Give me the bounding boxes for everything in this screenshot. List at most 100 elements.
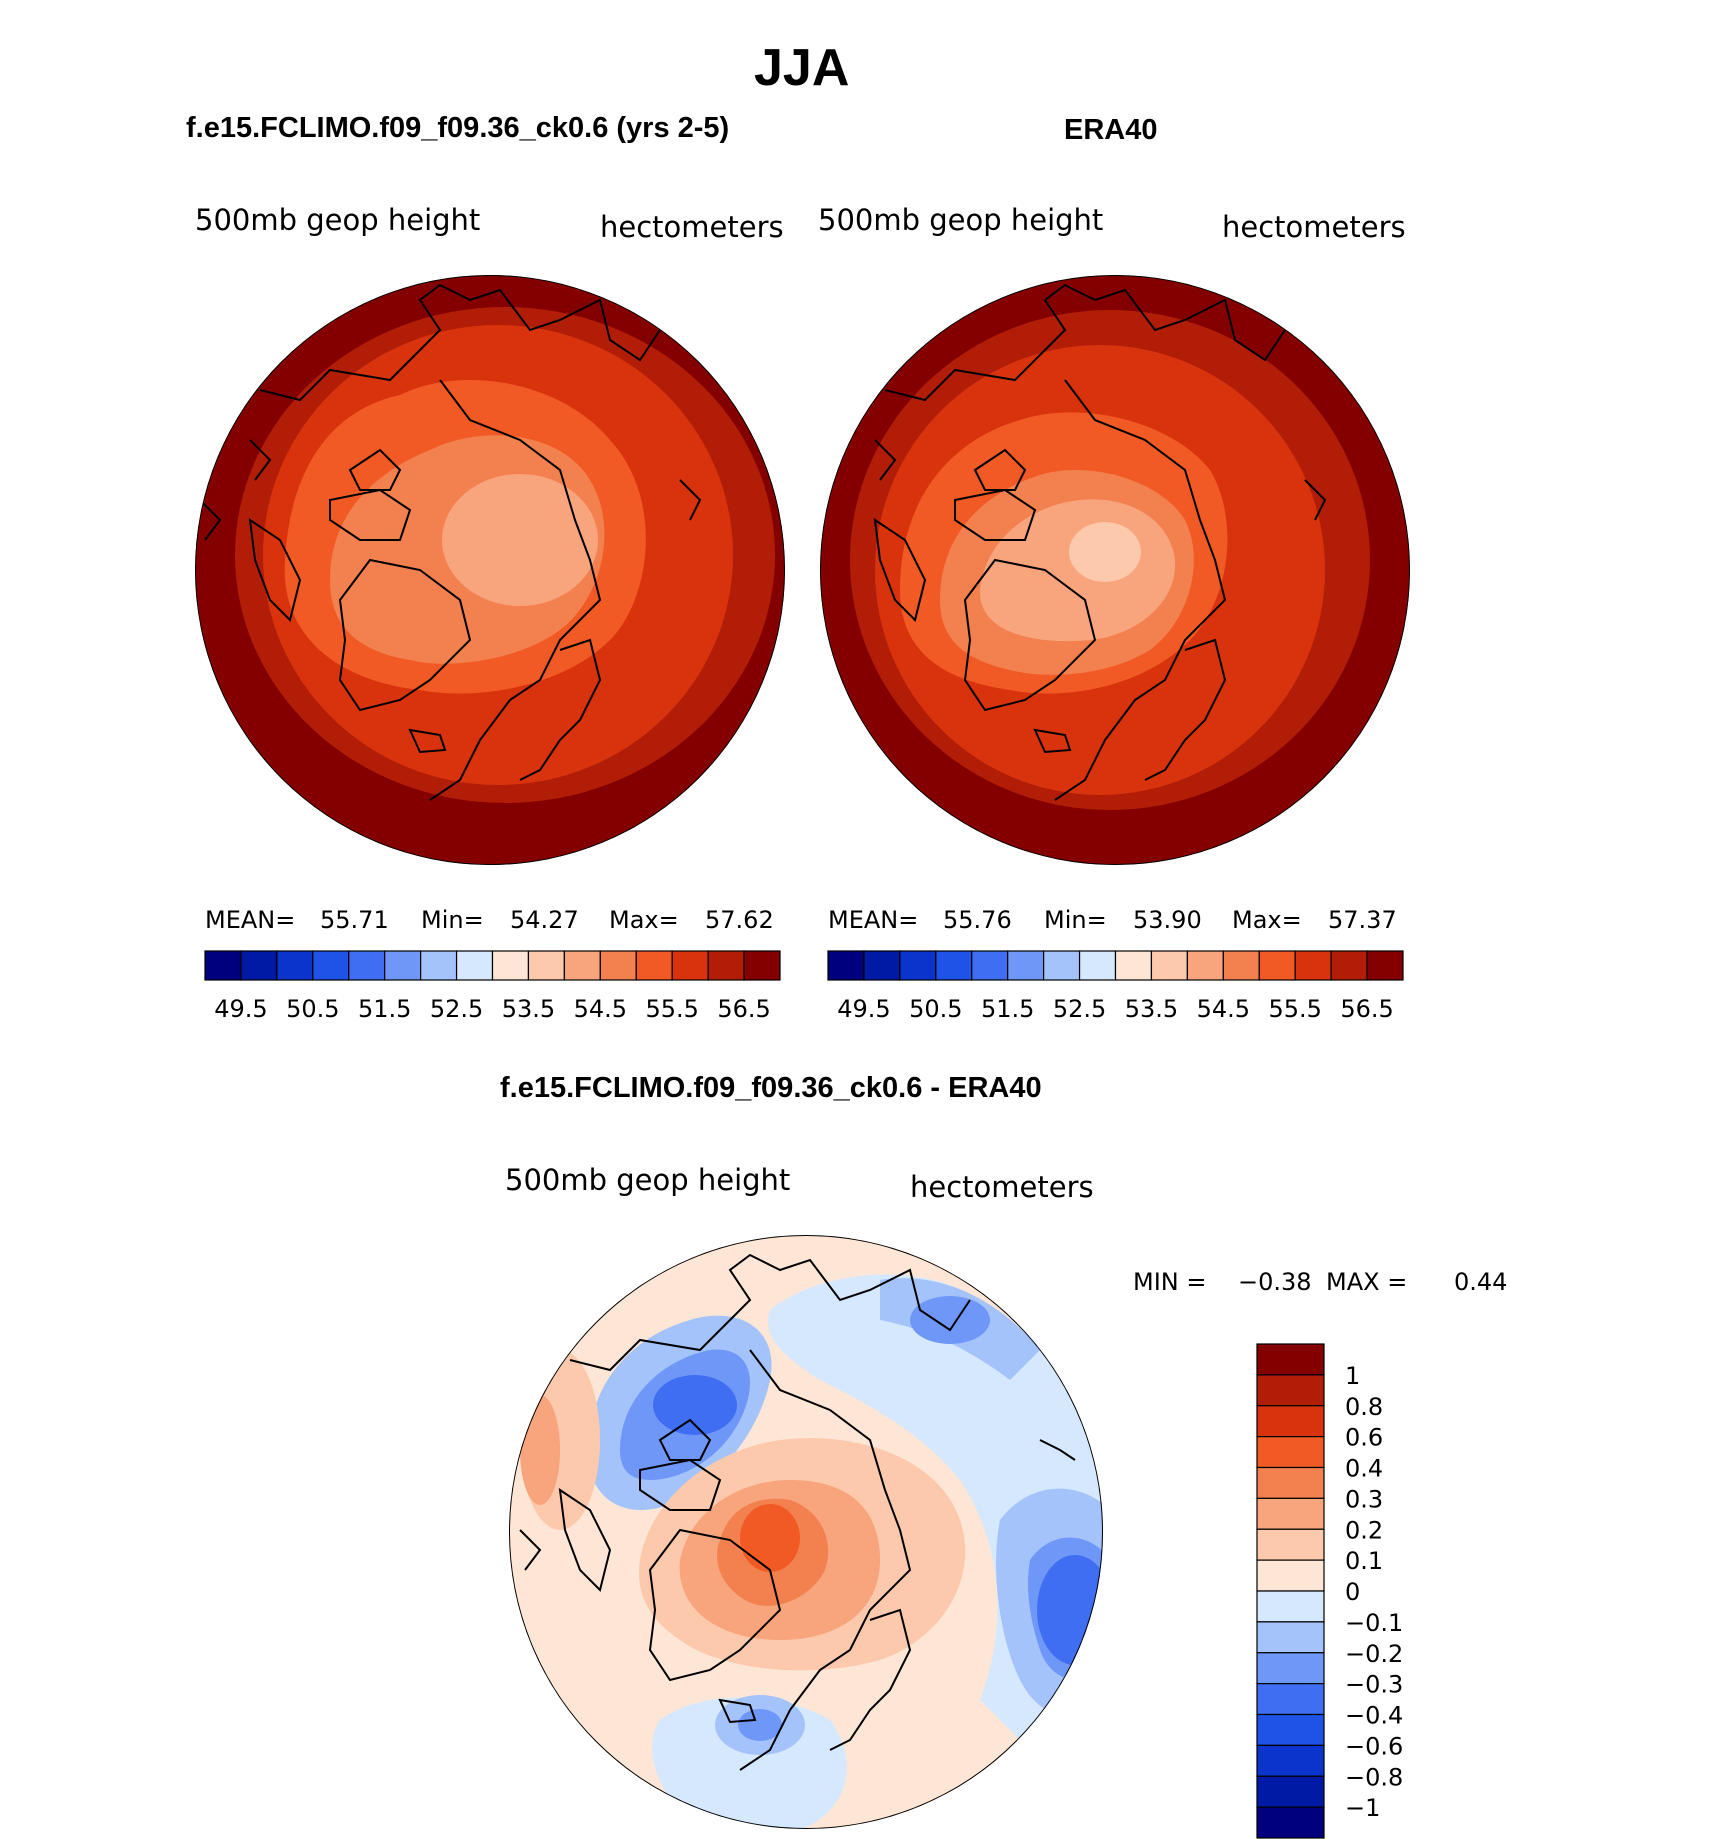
diff-map: [509, 1235, 1103, 1829]
diff-neg-region-3: [653, 1375, 737, 1435]
model-max-value: 57.62: [705, 906, 774, 934]
diff-colorbar-swatch-3: [1256, 1436, 1325, 1469]
obs-colorbar-swatch-13: [1294, 950, 1332, 981]
diff-pos-region-4: [740, 1504, 800, 1572]
model-colorbar: 49.5 50.5 51.5 52.5 53.5 54.5 55.5 56.5: [204, 950, 781, 1023]
obs-colorbar-swatch-1: [863, 950, 901, 981]
model-colorbar-swatch-7: [455, 950, 494, 981]
model-colorbar-swatch-10: [563, 950, 601, 981]
model-colorbar-tick-label: 53.5: [502, 995, 555, 1023]
model-coastlines: [199, 283, 702, 801]
obs-colorbar-swatch-15: [1366, 950, 1404, 981]
diff-min-label: MIN =: [1133, 1268, 1207, 1296]
obs-colorbar-swatch-2: [899, 950, 937, 981]
model-max-label: Max=: [609, 906, 679, 934]
obs-colorbar: 49.5 50.5 51.5 52.5 53.5 54.5 55.5 56.5: [827, 950, 1404, 1023]
diff-colorbar-swatch-1: [1256, 1374, 1325, 1407]
model-map: [195, 275, 785, 865]
diff-colorbar-swatch-9: [1256, 1621, 1325, 1654]
obs-min-label: Min=: [1044, 906, 1107, 934]
obs-colorbar-swatch-6: [1043, 950, 1081, 981]
diff-colorbar-tick-label: −0.2: [1345, 1640, 1403, 1668]
obs-colorbar-swatch-12: [1258, 950, 1296, 981]
diff-colorbar-swatch-8: [1256, 1590, 1325, 1623]
diff-colorbar-tick-label: −0.6: [1345, 1732, 1403, 1760]
obs-colorbar-swatch-11: [1222, 950, 1260, 981]
obs-ring-6: [1069, 522, 1141, 582]
model-colorbar-swatch-12: [635, 950, 673, 981]
obs-colorbar-swatch-10: [1186, 950, 1224, 981]
diff-colorbar-tick-label: 0.1: [1345, 1547, 1383, 1575]
model-colorbar-swatch-8: [491, 950, 530, 981]
diff-neg-region-9: [1037, 1555, 1103, 1665]
obs-colorbar-tick-label: 54.5: [1197, 995, 1250, 1023]
model-colorbar-swatch-11: [599, 950, 637, 981]
obs-colorbar-swatch-14: [1330, 950, 1368, 981]
model-colorbar-swatch-1: [240, 950, 278, 981]
obs-colorbar-tick-label: 56.5: [1340, 995, 1393, 1023]
diff-colorbar-tick-label: 0: [1345, 1578, 1360, 1606]
diff-coastlines: [519, 1253, 1076, 1771]
obs-colorbar-swatch-7: [1078, 950, 1117, 981]
diff-colorbar-swatch-5: [1256, 1497, 1325, 1530]
model-colorbar-tick-label: 49.5: [214, 995, 267, 1023]
diff-colorbar-tick-label: 0.2: [1345, 1516, 1383, 1544]
diff-colorbar-swatch-7: [1256, 1559, 1325, 1592]
model-min-label: Min=: [421, 906, 484, 934]
diff-colorbar-swatch-15: [1256, 1806, 1325, 1839]
model-colorbar-tick-label: 56.5: [717, 995, 770, 1023]
obs-colorbar-tick-label: 52.5: [1053, 995, 1106, 1023]
obs-min-value: 53.90: [1133, 906, 1202, 934]
obs-colorbar-tick-label: 51.5: [981, 995, 1034, 1023]
obs-max-value: 57.37: [1328, 906, 1397, 934]
obs-colorbar-swatch-3: [935, 950, 973, 981]
model-colorbar-swatch-6: [420, 950, 458, 981]
model-colorbar-tick-label: 50.5: [286, 995, 339, 1023]
model-field-label: 500mb geop height: [195, 203, 481, 237]
diff-colorbar-swatch-0: [1256, 1343, 1325, 1376]
diff-units-label: hectometers: [910, 1170, 1094, 1204]
obs-max-label: Max=: [1232, 906, 1302, 934]
obs-mean-value: 55.76: [943, 906, 1012, 934]
obs-colorbar-tick-label: 49.5: [837, 995, 890, 1023]
model-colorbar-tick-label: 54.5: [574, 995, 627, 1023]
diff-colorbar-tick-label: 0.4: [1345, 1455, 1383, 1483]
diff-neg-region-6: [910, 1296, 990, 1344]
diff-colorbar-swatch-6: [1256, 1528, 1325, 1561]
obs-colorbar-swatch-8: [1114, 950, 1153, 981]
model-colorbar-swatch-15: [743, 950, 781, 981]
diff-field-label: 500mb geop height: [505, 1163, 791, 1197]
diff-colorbar-swatch-12: [1256, 1713, 1325, 1746]
diff-max-label: MAX =: [1326, 1268, 1408, 1296]
obs-map: [820, 275, 1410, 865]
model-colorbar-tick-label: 52.5: [430, 995, 483, 1023]
model-colorbar-swatch-9: [527, 950, 565, 981]
model-colorbar-swatch-2: [276, 950, 314, 981]
diff-colorbar-tick-label: 0.3: [1345, 1485, 1383, 1513]
diff-colorbar-tick-label: 1: [1345, 1362, 1360, 1390]
model-colorbar-tick-label: 51.5: [358, 995, 411, 1023]
model-ring-5: [442, 474, 598, 606]
obs-colorbar-tick-label: 50.5: [909, 995, 962, 1023]
obs-colorbar-tick-label: 53.5: [1125, 995, 1178, 1023]
obs-colorbar-swatch-4: [971, 950, 1009, 981]
diff-colorbar: 1 0.8 0.6 0.40.3 0.2 0.1 0 −0.1 −0.2 −0.3 −0.4−0.6…: [1256, 1343, 1403, 1839]
model-colorbar-swatch-3: [312, 950, 350, 981]
model-colorbar-tick-label: 55.5: [645, 995, 698, 1023]
diff-max-value: 0.44: [1454, 1268, 1508, 1296]
model-mean-label: MEAN=: [205, 906, 296, 934]
diff-colorbar-swatch-14: [1256, 1775, 1325, 1808]
obs-colorbar-tick-label: 55.5: [1268, 995, 1321, 1023]
model-min-value: 54.27: [510, 906, 579, 934]
obs-panel-title: ERA40: [1064, 114, 1158, 146]
model-colorbar-swatch-0: [204, 950, 242, 981]
obs-colorbar-swatch-0: [827, 950, 865, 981]
model-panel-title: f.e15.FCLIMO.f09_f09.36_ck0.6 (yrs 2-5): [186, 112, 730, 144]
obs-units-label: hectometers: [1222, 210, 1406, 244]
diff-colorbar-tick-label: −0.3: [1345, 1671, 1403, 1699]
obs-colorbar-swatch-9: [1150, 950, 1188, 981]
obs-coastlines: [873, 283, 1327, 801]
diff-colorbar-tick-label: 0.6: [1345, 1424, 1383, 1452]
diff-colorbar-swatch-4: [1256, 1466, 1325, 1499]
